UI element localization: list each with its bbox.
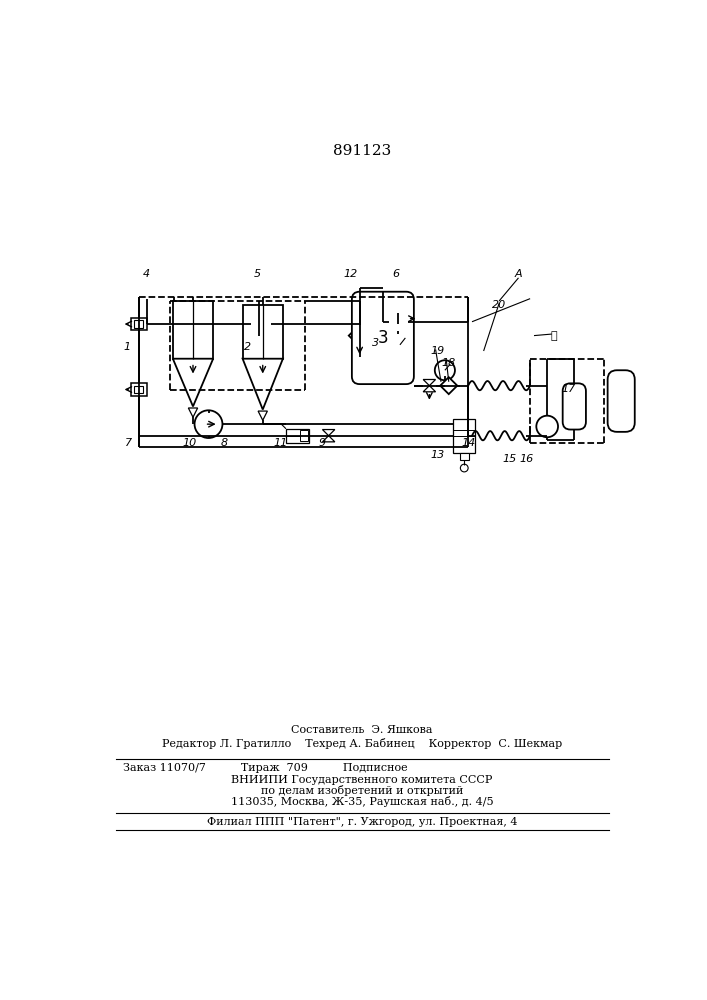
Text: 10: 10 — [182, 438, 197, 448]
Circle shape — [389, 334, 411, 356]
Polygon shape — [258, 411, 267, 420]
Text: 18: 18 — [442, 358, 456, 368]
Text: 20: 20 — [492, 300, 506, 310]
Circle shape — [537, 416, 558, 437]
Text: Филиал ППП "Патент", г. Ужгород, ул. Проектная, 4: Филиал ППП "Патент", г. Ужгород, ул. Про… — [206, 817, 518, 827]
Text: 䄛: 䄛 — [550, 331, 556, 341]
Bar — [453, 419, 475, 453]
Polygon shape — [423, 386, 436, 392]
Text: 17: 17 — [562, 384, 576, 394]
Text: ВНИИПИ Государственного комитета СССР: ВНИИПИ Государственного комитета СССР — [231, 775, 493, 785]
Bar — [300, 430, 308, 441]
Polygon shape — [322, 436, 335, 442]
Text: 9: 9 — [319, 438, 326, 448]
FancyBboxPatch shape — [563, 383, 586, 430]
Bar — [131, 383, 146, 396]
FancyBboxPatch shape — [607, 370, 635, 432]
Text: по делам изобретений и открытий: по делам изобретений и открытий — [261, 785, 463, 796]
Polygon shape — [188, 408, 198, 417]
Text: Заказ 11070/7          Тираж  709          Подписное: Заказ 11070/7 Тираж 709 Подписное — [123, 763, 408, 773]
Bar — [134, 386, 144, 393]
Circle shape — [194, 410, 223, 438]
Bar — [393, 316, 404, 327]
Bar — [134, 320, 144, 328]
Polygon shape — [243, 359, 283, 410]
Text: 113035, Москва, Ж-35, Раушская наб., д. 4/5: 113035, Москва, Ж-35, Раушская наб., д. … — [230, 796, 493, 807]
Text: 1: 1 — [124, 342, 131, 352]
Bar — [460, 453, 469, 460]
Text: 5: 5 — [254, 269, 261, 279]
Bar — [131, 318, 146, 330]
Text: 16: 16 — [519, 454, 533, 464]
Text: 8: 8 — [221, 438, 228, 448]
Text: Редактор Л. Гратилло    Техред А. Бабинец    Корректор  С. Шекмар: Редактор Л. Гратилло Техред А. Бабинец К… — [162, 738, 562, 749]
Text: 3: 3 — [372, 338, 379, 348]
Polygon shape — [322, 430, 335, 436]
Circle shape — [460, 464, 468, 472]
Text: 15: 15 — [503, 454, 517, 464]
Bar — [173, 301, 213, 359]
Text: 3: 3 — [378, 329, 388, 347]
Polygon shape — [440, 377, 457, 394]
Text: A: A — [515, 269, 522, 279]
Text: 6: 6 — [392, 269, 399, 279]
Text: 13: 13 — [430, 450, 444, 460]
Text: Составитель  Э. Яшкова: Составитель Э. Яшкова — [291, 725, 433, 735]
Text: 11: 11 — [274, 438, 288, 448]
FancyBboxPatch shape — [352, 292, 414, 384]
Bar — [286, 429, 309, 443]
Text: 4: 4 — [143, 269, 150, 279]
Text: 891123: 891123 — [333, 144, 391, 158]
Polygon shape — [247, 312, 271, 336]
Polygon shape — [173, 359, 213, 406]
Text: 2: 2 — [244, 342, 251, 352]
Text: 12: 12 — [343, 269, 358, 279]
Text: 14: 14 — [461, 438, 475, 448]
Circle shape — [435, 360, 455, 380]
Bar — [389, 312, 408, 331]
Polygon shape — [349, 325, 370, 346]
Bar — [243, 305, 283, 359]
Text: 7: 7 — [125, 438, 132, 448]
Text: 19: 19 — [430, 346, 444, 356]
Polygon shape — [423, 379, 436, 386]
